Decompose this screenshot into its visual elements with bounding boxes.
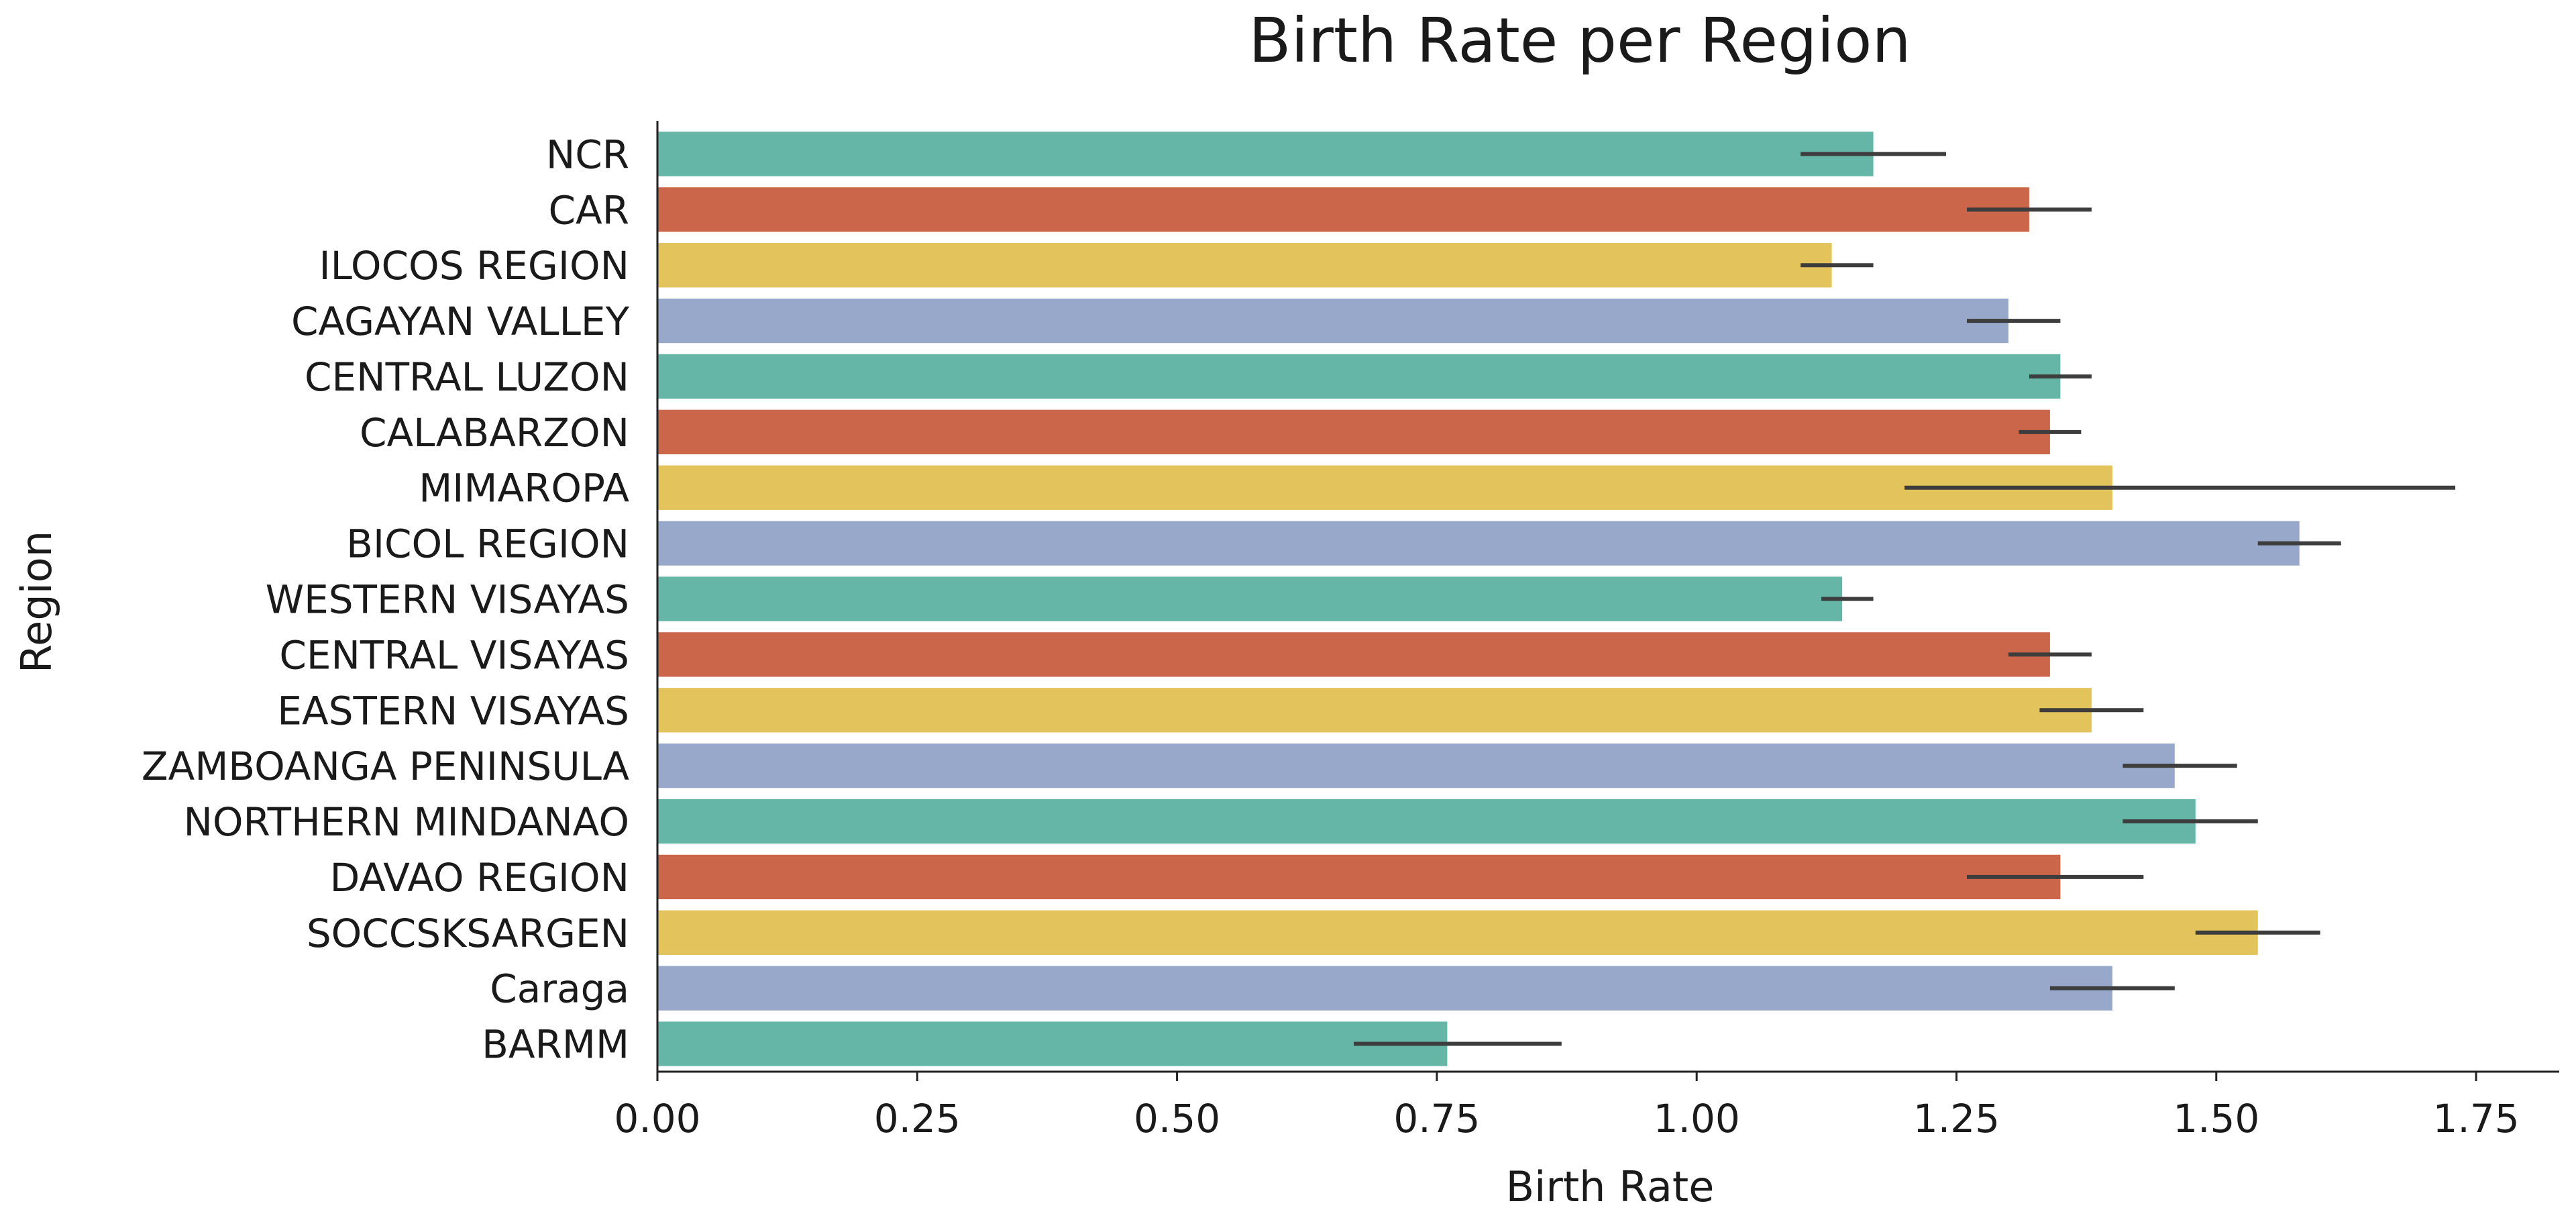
bar-cagayan-valley xyxy=(657,298,2008,344)
x-tick-label: 1.75 xyxy=(2432,1096,2519,1141)
y-tick-label-soccsksargen: SOCCSKSARGEN xyxy=(307,911,629,956)
x-tick-label: 1.25 xyxy=(1913,1096,2000,1141)
y-tick-label-western-visayas: WESTERN VISAYAS xyxy=(266,577,629,623)
y-tick-label-car: CAR xyxy=(549,187,629,233)
x-tick-label: 0.25 xyxy=(874,1096,961,1141)
x-tick-label: 0.75 xyxy=(1393,1096,1480,1141)
bar-ilocos-region xyxy=(657,243,1832,288)
x-tick-label: 0.00 xyxy=(614,1096,700,1141)
error-bars-layer xyxy=(1353,152,2456,1046)
y-tick-label-central-luzon: CENTRAL LUZON xyxy=(305,354,629,400)
y-tick-label-cagayan-valley: CAGAYAN VALLEY xyxy=(291,299,630,344)
y-tick-label-bicol-region: BICOL REGION xyxy=(346,521,629,567)
x-tick-label: 1.50 xyxy=(2173,1096,2259,1141)
bar-western-visayas xyxy=(657,576,1843,621)
y-tick-label-davao-region: DAVAO REGION xyxy=(330,855,629,901)
bar-mimaropa xyxy=(657,465,2112,510)
y-tick-label-ilocos-region: ILOCOS REGION xyxy=(319,243,629,289)
y-tick-label-northern-mindanao: NORTHERN MINDANAO xyxy=(184,799,629,845)
bar-car xyxy=(657,187,2029,232)
y-tick-labels: NCR CAR ILOCOS REGION CAGAYAN VALLEY CENTRAL… xyxy=(142,132,630,1067)
y-tick-label-ncr: NCR xyxy=(546,132,629,177)
x-tick-label: 0.50 xyxy=(1134,1096,1220,1141)
y-tick-label-calabarzon: CALABARZON xyxy=(360,410,629,456)
bar-caraga xyxy=(657,966,2112,1011)
bar-central-visayas xyxy=(657,632,2050,677)
bar-northern-mindanao xyxy=(657,799,2196,844)
x-ticks: 0.00 0.25 0.50 0.75 1.00 1.25 1.50 1.75 xyxy=(614,1072,2520,1141)
bar-calabarzon xyxy=(657,409,2050,455)
y-axis-label: Region xyxy=(12,531,61,673)
x-axis-label: Birth Rate xyxy=(1506,1162,1715,1211)
y-tick-label-central-visayas: CENTRAL VISAYAS xyxy=(279,632,629,678)
y-tick-label-mimaropa: MIMAROPA xyxy=(419,466,629,511)
bars-layer xyxy=(657,132,2300,1066)
chart-title: Birth Rate per Region xyxy=(1248,5,1911,76)
bar-central-luzon xyxy=(657,354,2061,399)
bar-bicol-region xyxy=(657,521,2300,566)
y-tick-label-eastern-visayas: EASTERN VISAYAS xyxy=(277,688,629,733)
y-tick-label-barmm: BARMM xyxy=(482,1022,629,1068)
y-tick-label-caraga: Caraga xyxy=(490,966,629,1012)
bar-soccsksargen xyxy=(657,910,2258,955)
bar-barmm xyxy=(657,1021,1448,1066)
bar-zamboanga-peninsula xyxy=(657,743,2175,788)
bar-davao-region xyxy=(657,854,2061,900)
y-tick-label-zamboanga-peninsula: ZAMBOANGA PENINSULA xyxy=(142,744,629,789)
bar-eastern-visayas xyxy=(657,688,2092,733)
bar-ncr xyxy=(657,132,1874,176)
x-tick-label: 1.00 xyxy=(1654,1096,1740,1141)
